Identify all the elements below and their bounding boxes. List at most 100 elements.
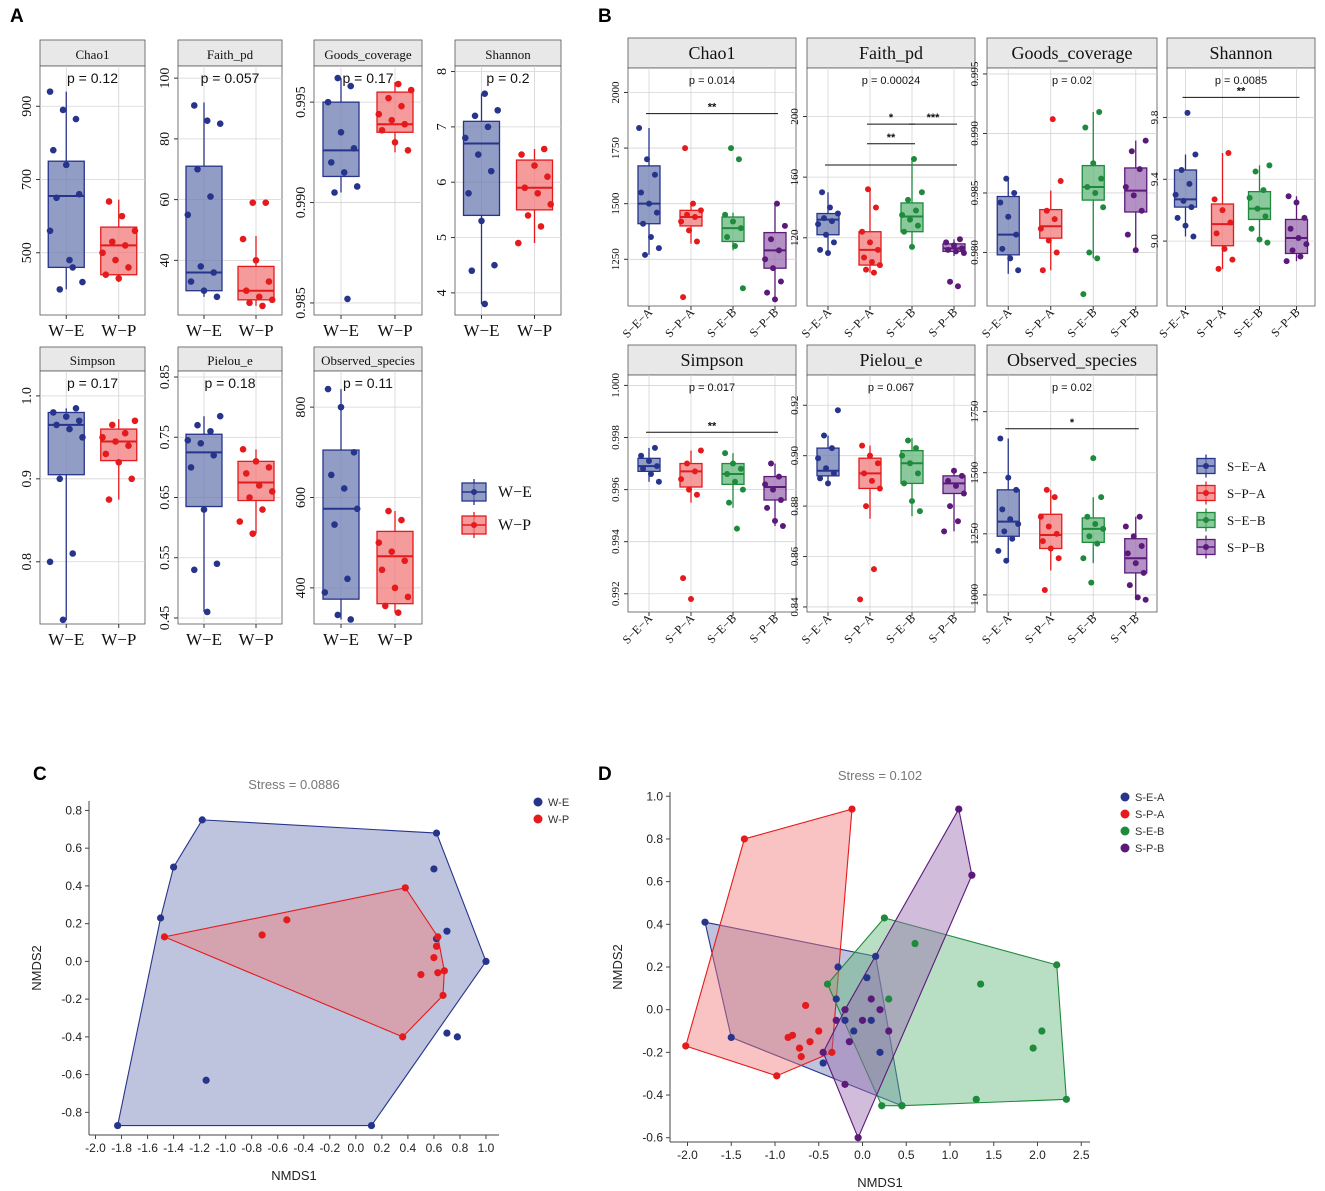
data-point	[72, 115, 80, 123]
x-tick-label: -0.2	[319, 1141, 340, 1155]
point-S-P-B	[885, 1027, 893, 1035]
data-point	[1013, 486, 1020, 493]
data-point	[324, 98, 332, 106]
data-point	[1015, 521, 1022, 528]
data-point	[1084, 184, 1091, 190]
y-tick-label: 0.8	[65, 803, 82, 817]
data-point	[398, 102, 405, 110]
facet-strip	[806, 344, 976, 376]
data-point	[385, 94, 392, 102]
point-S-P-B	[876, 1006, 884, 1014]
hull-W-E	[116, 819, 487, 1127]
data-point	[861, 470, 868, 477]
data-point	[353, 183, 361, 190]
data-point	[861, 254, 868, 261]
data-point	[401, 557, 409, 565]
point-S-E-A	[863, 974, 871, 982]
x-tick-label: S−E−B	[883, 305, 918, 340]
data-point	[945, 477, 952, 484]
data-point	[1246, 194, 1253, 201]
y-tick-label: 9.0	[1149, 234, 1161, 248]
box	[679, 462, 703, 488]
data-point	[484, 123, 492, 131]
y-tick-label: 0.9	[20, 470, 35, 488]
y-tick-label: 0.92	[789, 396, 801, 415]
point-S-E-B	[823, 980, 832, 988]
point-W-P	[430, 954, 438, 962]
y-tick-label: 60	[158, 193, 173, 207]
data-point	[259, 302, 266, 310]
data-point	[914, 222, 921, 229]
data-point	[1053, 530, 1060, 537]
x-tick-label: 0.0	[854, 1148, 871, 1162]
x-tick-label: S−E−A	[620, 305, 656, 341]
data-point	[246, 299, 253, 307]
data-point	[252, 458, 260, 465]
x-tick-label: S−P−B	[1268, 305, 1303, 340]
x-tick-label: W−P	[377, 321, 412, 340]
data-point	[821, 432, 828, 439]
facet-strip	[986, 344, 1158, 376]
data-point	[730, 460, 736, 467]
data-point	[653, 209, 660, 216]
point-W-E	[482, 957, 490, 965]
data-point	[1011, 189, 1018, 196]
data-point	[686, 227, 693, 234]
point-W-E	[202, 1076, 210, 1084]
data-point	[187, 278, 195, 285]
data-point	[1136, 513, 1143, 520]
y-tick-label: 800	[294, 397, 309, 418]
point-S-P-B	[858, 1016, 867, 1024]
y-tick-label: 0.996	[610, 477, 622, 502]
y-tick-label: -0.2	[642, 1045, 663, 1059]
data-point	[375, 110, 383, 118]
data-point	[1140, 569, 1147, 576]
x-tick-label: S−E−A	[979, 611, 1015, 647]
data-point	[907, 460, 914, 467]
data-point	[1190, 233, 1197, 240]
data-point	[655, 245, 662, 252]
data-point	[872, 204, 879, 211]
data-point	[1098, 494, 1105, 501]
x-tick-label: S−P−B	[747, 611, 782, 646]
point-S-P-A	[815, 1027, 823, 1035]
data-point	[1055, 555, 1062, 562]
data-point	[731, 478, 738, 485]
y-tick-label: 1750	[969, 400, 981, 423]
p-value: p = 0.017	[689, 382, 735, 394]
y-tick-label: 0.985	[294, 287, 309, 319]
data-point	[1182, 222, 1189, 229]
data-point	[465, 189, 472, 197]
data-point	[999, 506, 1006, 513]
data-point	[203, 117, 211, 124]
data-point	[830, 470, 837, 477]
box	[679, 209, 703, 227]
data-point	[867, 239, 873, 246]
point-S-E-A	[872, 952, 880, 960]
data-point	[777, 497, 784, 504]
data-point	[236, 518, 244, 525]
legend-label: S−E−A	[1227, 459, 1267, 474]
data-point	[874, 460, 881, 467]
data-point	[99, 249, 106, 257]
data-point	[115, 458, 123, 466]
data-point	[688, 595, 694, 602]
data-point	[655, 478, 662, 485]
data-point	[697, 447, 704, 454]
data-point	[347, 82, 355, 90]
data-point	[1096, 109, 1103, 116]
data-point	[1293, 199, 1300, 206]
data-point	[958, 472, 965, 479]
y-tick-label: 0.6	[646, 875, 663, 889]
data-point	[689, 200, 696, 207]
y-tick-label: 9.4	[1149, 172, 1161, 186]
point-W-P	[160, 933, 169, 941]
data-point	[340, 169, 348, 176]
data-point	[331, 521, 338, 528]
data-point	[1142, 596, 1149, 603]
y-tick-label: 8	[435, 68, 450, 75]
data-point	[693, 238, 700, 245]
data-point	[1266, 162, 1273, 169]
point-S-E-B	[1038, 1027, 1046, 1035]
data-point	[684, 460, 691, 467]
